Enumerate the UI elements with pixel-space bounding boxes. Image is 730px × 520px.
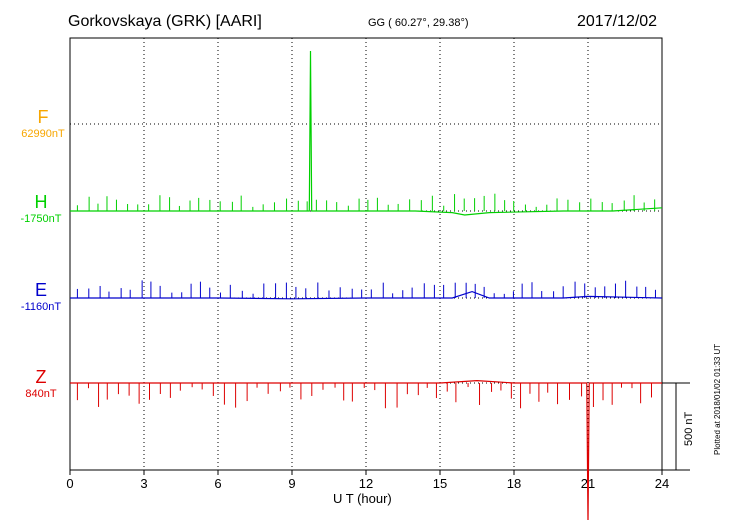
component-f-value: 62990nT — [21, 128, 65, 140]
series-line-z — [70, 379, 662, 520]
component-f-name: F — [37, 107, 49, 127]
chart-date: 2017/12/02 — [577, 13, 658, 30]
x-tick-label: 9 — [288, 476, 295, 491]
x-tick-label: 6 — [214, 476, 221, 491]
scale-bar-label: 500 nT — [683, 411, 695, 446]
x-tick-label: 3 — [140, 476, 147, 491]
component-label-e: E -1160nT — [11, 280, 71, 314]
component-label-h: H -1750nT — [11, 192, 71, 226]
component-label-z: Z 840nT — [11, 367, 71, 401]
component-e-name: E — [34, 280, 47, 300]
component-e-value: -1160nT — [20, 301, 62, 313]
component-label-f: F 62990nT — [13, 107, 73, 141]
x-tick-label: 12 — [359, 476, 373, 491]
component-h-value: -1750nT — [20, 213, 62, 225]
component-h-name: H — [34, 192, 48, 212]
station-title: Gorkovskaya (GRK) [AARI] — [68, 13, 262, 30]
x-tick-label: 24 — [655, 476, 669, 491]
component-z-value: 840nT — [25, 388, 57, 400]
x-axis-label: U T (hour) — [333, 491, 392, 506]
station-coords: GG ( 60.27°, 29.38°) — [368, 17, 469, 29]
component-z-name: Z — [35, 367, 47, 387]
x-tick-label: 15 — [433, 476, 447, 491]
plotted-timestamp: Plotted at 2018/01/02 01:33 UT — [713, 343, 722, 455]
x-tick-label: 18 — [507, 476, 521, 491]
x-tick-label: 0 — [66, 476, 73, 491]
series-line-e — [70, 290, 663, 300]
